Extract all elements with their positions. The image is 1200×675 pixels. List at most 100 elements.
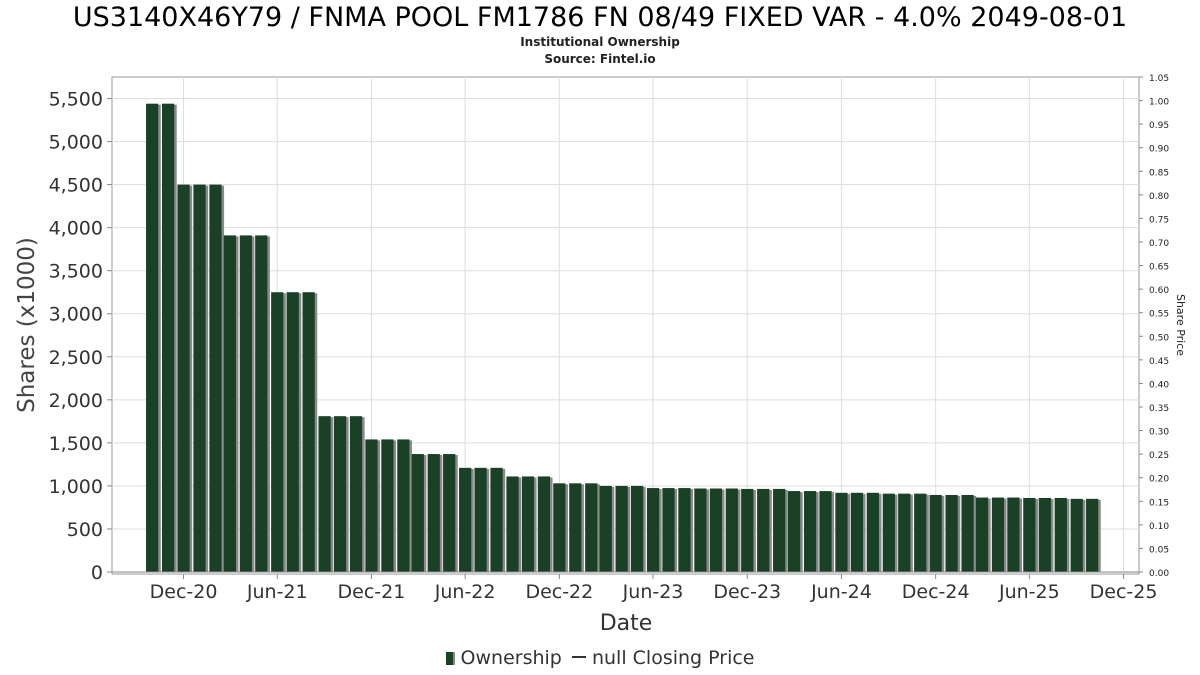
chart-subtitle: Institutional Ownership — [520, 35, 680, 49]
ownership-bar — [474, 467, 487, 572]
y-axis-label: Shares (x1000) — [14, 237, 40, 413]
y-tick-label: 500 — [67, 519, 103, 541]
ownership-bar — [553, 483, 566, 572]
ownership-bar — [914, 493, 927, 572]
ownership-bar — [945, 494, 958, 572]
y2-tick-label: 1.00 — [1149, 98, 1169, 108]
ownership-bar — [882, 493, 895, 572]
y2-tick-label: 0.40 — [1149, 380, 1169, 390]
ownership-bar — [725, 488, 738, 572]
y2-tick-label: 0.35 — [1149, 404, 1169, 414]
y2-tick-label: 0.55 — [1149, 310, 1169, 320]
ownership-bar — [302, 292, 315, 572]
x-axis-label: Date — [600, 611, 653, 636]
legend-price-swatch — [571, 656, 586, 658]
ownership-bar — [397, 439, 410, 572]
ownership-bar — [223, 235, 236, 572]
ownership-bar — [162, 103, 175, 573]
y-tick-label: 5,000 — [49, 132, 103, 154]
legend-ownership-swatch — [445, 652, 455, 665]
y2-tick-label: 0.30 — [1149, 428, 1169, 438]
y2-tick-label: 0.95 — [1149, 121, 1169, 131]
ownership-bar — [835, 492, 848, 572]
ownership-bar — [1038, 497, 1051, 572]
y2-tick-label: 0.45 — [1149, 357, 1169, 367]
ownership-bar — [459, 467, 472, 572]
ownership-chart: 0 500 1,000 1,500 2,000 2,500 3,000 3,500 4,000 4… — [14, 74, 1187, 636]
y2-tick-label: 0.00 — [1149, 569, 1169, 579]
ownership-bar — [146, 103, 159, 573]
ownership-bar — [773, 488, 786, 572]
x-tick-label: Jun-23 — [622, 581, 684, 603]
x-tick-label: Jun-21 — [246, 581, 308, 603]
x-tick-label: Dec-20 — [150, 581, 218, 603]
ownership-bar — [975, 497, 989, 572]
y2-tick-label: 0.05 — [1149, 545, 1169, 555]
ownership-bar — [569, 483, 582, 572]
ownership-bar — [678, 488, 691, 572]
y-tick-label: 0 — [91, 562, 103, 584]
y2-tick-label: 0.10 — [1149, 522, 1169, 532]
bar-series — [146, 103, 1101, 573]
y-tick-label: 2,500 — [49, 347, 103, 369]
ownership-bar — [381, 439, 394, 572]
legend: Ownership null Closing Price — [0, 647, 1200, 669]
ownership-bar — [427, 454, 440, 572]
ownership-bar — [599, 485, 612, 572]
ownership-bar — [333, 416, 347, 572]
y-tick-label: 3,500 — [49, 261, 103, 283]
x-tick-label: Dec-22 — [525, 581, 593, 603]
x-tick-label: Jun-25 — [998, 581, 1060, 603]
ownership-bar — [615, 485, 628, 572]
ownership-bar — [506, 476, 519, 572]
ownership-bar — [991, 497, 1005, 572]
ownership-bar — [490, 467, 503, 572]
ownership-bar — [1007, 497, 1020, 572]
y2-tick-label: 0.50 — [1149, 333, 1169, 343]
y2-tick-label: 0.70 — [1149, 239, 1169, 249]
x-tick-label: Jun-24 — [810, 581, 872, 603]
ownership-bar — [866, 492, 879, 572]
ownership-bar — [850, 492, 864, 572]
y2-tick-label: 1.05 — [1149, 74, 1169, 84]
y2-tick-label: 0.15 — [1149, 498, 1169, 508]
ownership-bar — [365, 439, 378, 572]
ownership-bar — [646, 488, 660, 572]
ownership-bar — [443, 454, 456, 572]
legend-ownership-label: Ownership — [460, 647, 562, 669]
y2-tick-label: 0.75 — [1149, 215, 1169, 225]
y-tick-label: 1,000 — [49, 476, 103, 498]
ownership-bar — [585, 483, 598, 572]
ownership-bar — [255, 235, 268, 572]
axes: 0 500 1,000 1,500 2,000 2,500 3,000 3,500 4,000 4… — [49, 74, 1170, 603]
ownership-bar — [1023, 497, 1036, 572]
ownership-bar — [662, 488, 675, 572]
y-tick-label: 4,000 — [49, 218, 103, 240]
ownership-bar — [349, 416, 363, 572]
ownership-bar — [193, 184, 206, 572]
ownership-bar — [787, 491, 801, 572]
ownership-bar — [209, 184, 222, 572]
ownership-bar — [1054, 497, 1067, 572]
y-tick-label: 4,500 — [49, 175, 103, 197]
chart-source: Source: Fintel.io — [544, 52, 656, 66]
ownership-bar — [819, 491, 832, 572]
chart-title: US3140X46Y79 / FNMA POOL FM1786 FN 08/49… — [72, 2, 1128, 33]
ownership-bar — [1086, 498, 1099, 572]
ownership-bar — [898, 493, 911, 572]
y-tick-label: 1,500 — [49, 433, 103, 455]
y2-tick-label: 0.25 — [1149, 451, 1169, 461]
ownership-bar — [286, 292, 299, 572]
ownership-bar — [694, 488, 707, 572]
ownership-bar — [929, 494, 942, 572]
ownership-bar — [803, 491, 817, 572]
x-tick-label: Jun-22 — [434, 581, 496, 603]
y2-axis-label: Share Price — [1174, 294, 1187, 356]
x-tick-label: Dec-21 — [338, 581, 406, 603]
y-tick-label: 3,000 — [49, 304, 103, 326]
y2-tick-label: 0.80 — [1149, 192, 1169, 202]
x-tick-label: Dec-25 — [1090, 581, 1158, 603]
ownership-bar — [757, 488, 770, 572]
ownership-bar — [709, 488, 722, 572]
y2-tick-label: 0.85 — [1149, 168, 1169, 178]
